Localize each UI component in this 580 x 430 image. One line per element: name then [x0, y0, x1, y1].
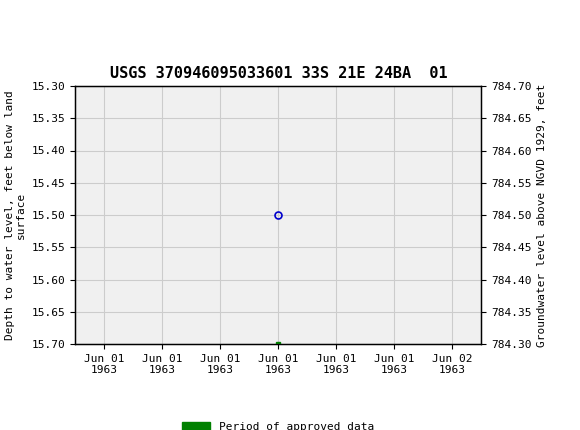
Text: USGS: USGS: [38, 12, 93, 31]
Y-axis label: Depth to water level, feet below land
surface: Depth to water level, feet below land su…: [5, 90, 26, 340]
Title: USGS 370946095033601 33S 21E 24BA  01: USGS 370946095033601 33S 21E 24BA 01: [110, 66, 447, 81]
Legend: Period of approved data: Period of approved data: [178, 418, 379, 430]
Y-axis label: Groundwater level above NGVD 1929, feet: Groundwater level above NGVD 1929, feet: [537, 83, 547, 347]
